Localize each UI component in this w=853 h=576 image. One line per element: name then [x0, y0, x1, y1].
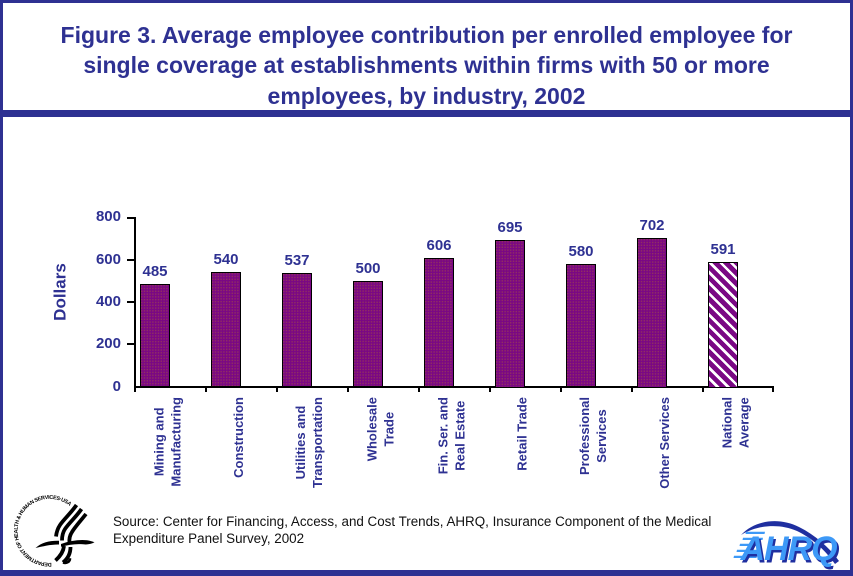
- svg-text:AHRQ: AHRQ: [740, 530, 838, 568]
- svg-text:AHRQ: AHRQ: [742, 533, 840, 571]
